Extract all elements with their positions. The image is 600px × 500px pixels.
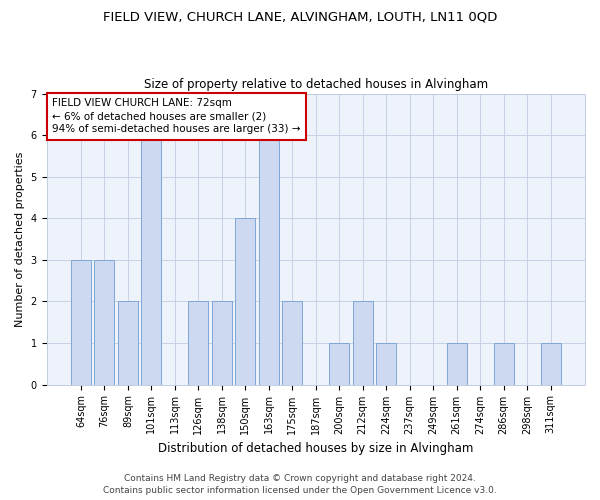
Title: Size of property relative to detached houses in Alvingham: Size of property relative to detached ho…	[144, 78, 488, 91]
Bar	[446, 343, 467, 384]
Bar	[71, 260, 91, 384]
Bar	[235, 218, 256, 384]
Y-axis label: Number of detached properties: Number of detached properties	[15, 152, 25, 327]
Bar	[212, 302, 232, 384]
Bar	[541, 343, 560, 384]
Bar	[283, 302, 302, 384]
Bar	[142, 135, 161, 384]
Bar	[188, 302, 208, 384]
Bar	[259, 135, 279, 384]
Bar	[353, 302, 373, 384]
Text: FIELD VIEW, CHURCH LANE, ALVINGHAM, LOUTH, LN11 0QD: FIELD VIEW, CHURCH LANE, ALVINGHAM, LOUT…	[103, 10, 497, 23]
Text: FIELD VIEW CHURCH LANE: 72sqm
← 6% of detached houses are smaller (2)
94% of sem: FIELD VIEW CHURCH LANE: 72sqm ← 6% of de…	[52, 98, 301, 134]
Bar	[376, 343, 396, 384]
X-axis label: Distribution of detached houses by size in Alvingham: Distribution of detached houses by size …	[158, 442, 473, 455]
Bar	[94, 260, 115, 384]
Bar	[494, 343, 514, 384]
Text: Contains HM Land Registry data © Crown copyright and database right 2024.
Contai: Contains HM Land Registry data © Crown c…	[103, 474, 497, 495]
Bar	[118, 302, 138, 384]
Bar	[329, 343, 349, 384]
